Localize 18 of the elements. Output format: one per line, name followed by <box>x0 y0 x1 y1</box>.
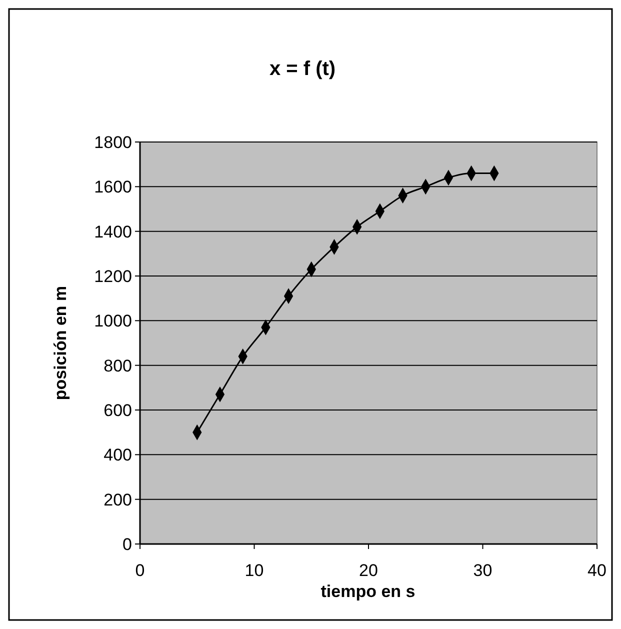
y-axis-title: posición en m <box>51 286 70 400</box>
y-tick-label: 600 <box>104 400 132 420</box>
x-tick-label: 30 <box>473 561 492 580</box>
y-tick-label: 1400 <box>94 222 132 242</box>
y-tick-label: 1600 <box>94 178 132 197</box>
y-tick-label: 0 <box>122 534 132 554</box>
chart-title: x = f (t) <box>269 58 336 80</box>
x-axis-title: tiempo en s <box>320 582 416 601</box>
x-tick-label: 20 <box>359 561 378 580</box>
y-tick-label: 800 <box>104 356 132 376</box>
y-tick-label: 200 <box>104 490 132 510</box>
x-tick-label: 10 <box>244 561 264 580</box>
x-tick-label: 0 <box>135 561 145 580</box>
y-tick-label: 1000 <box>94 312 132 331</box>
x-tick-label: 40 <box>588 561 606 580</box>
y-tick-label: 400 <box>104 446 132 465</box>
y-tick-label: 1200 <box>94 266 132 286</box>
y-tick-label: 1800 <box>94 132 132 152</box>
